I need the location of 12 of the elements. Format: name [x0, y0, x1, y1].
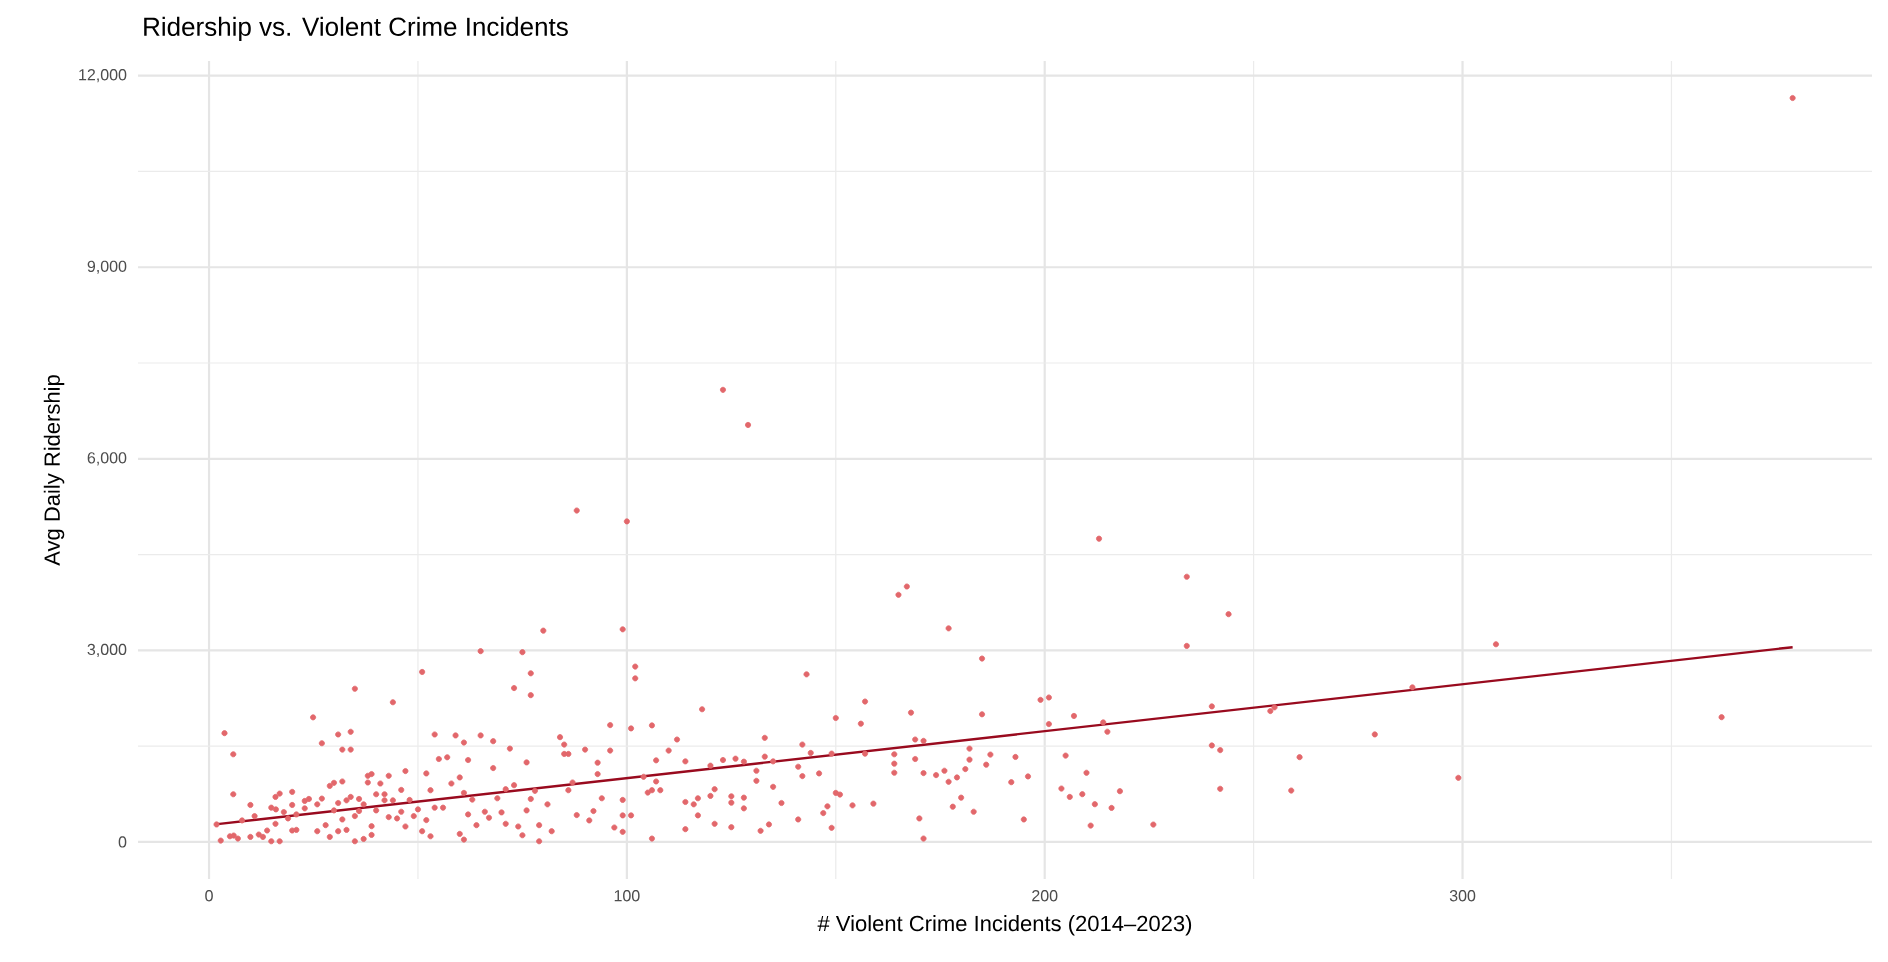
- y-tick-label: 9,000: [87, 260, 127, 274]
- y-tick-label: 6,000: [87, 452, 127, 466]
- x-tick-label: 200: [1032, 890, 1058, 902]
- chart-title: Ridership vs. Violent Crime Incidents: [144, 16, 568, 42]
- x-tick-label: 100: [614, 890, 640, 902]
- y-tick-label: 0: [118, 836, 127, 848]
- x-tick-label: 300: [1449, 890, 1476, 902]
- x-axis-title: # Violent Crime Incidents (2014–2023): [817, 915, 1192, 936]
- y-axis-title: Avg Daily Ridership: [43, 375, 65, 566]
- x-tick-label: 0: [205, 890, 213, 902]
- y-tick-label: 3,000: [87, 643, 127, 657]
- y-tick-label: 12,000: [79, 69, 127, 83]
